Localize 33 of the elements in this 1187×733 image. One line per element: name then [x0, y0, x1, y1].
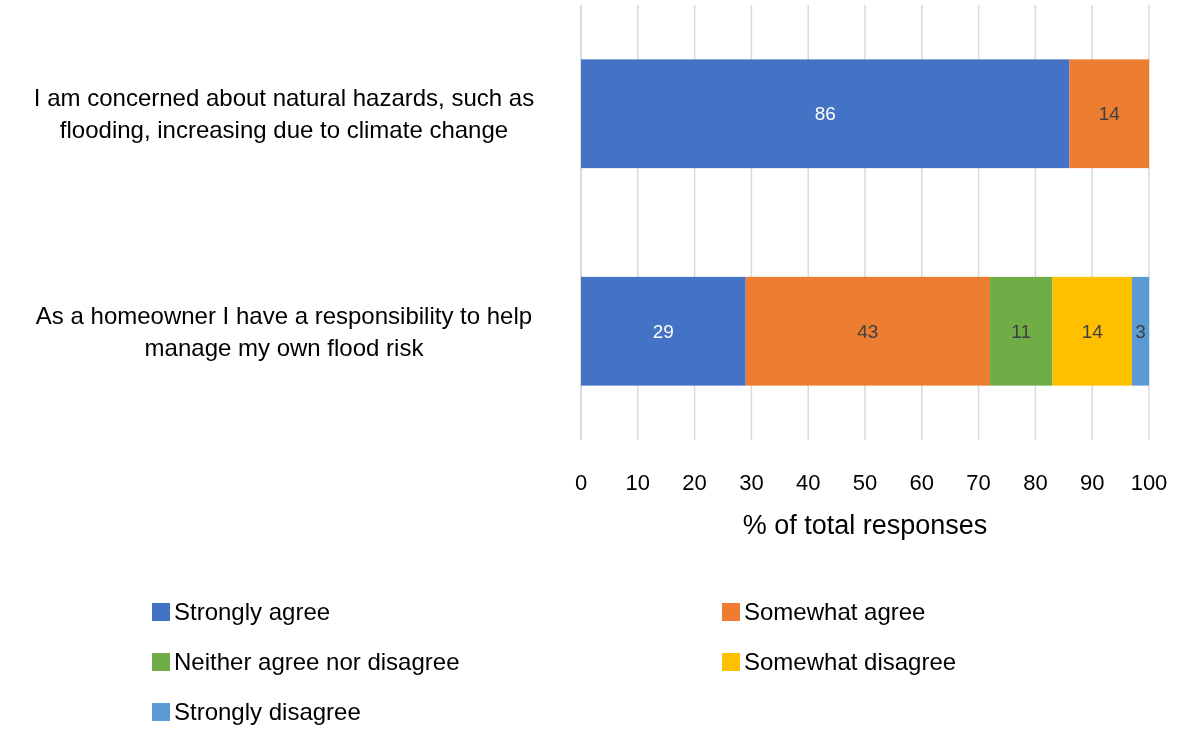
x-tick-label: 100: [1130, 470, 1168, 495]
bar: [1052, 276, 1132, 386]
x-tick-label: 80: [1023, 470, 1048, 495]
x-tick-label: 30: [739, 470, 764, 495]
x-tick-label: 40: [795, 470, 821, 495]
data-label: 14: [1081, 320, 1104, 342]
bar: [989, 276, 1053, 386]
bar: [1069, 59, 1149, 169]
y-tick-label: I am concerned about natural hazards, such as flooding, increasing due to climate change: [33, 84, 535, 144]
data-label: 11: [1011, 320, 1032, 342]
bar: [581, 276, 746, 386]
y-tick-label: As a homeowner I have a responsibility to help manage my own flood risk: [35, 301, 533, 361]
data-label: 86: [814, 103, 836, 125]
data-label: 14: [1098, 103, 1121, 125]
x-tick-label: 60: [909, 470, 935, 495]
data-label: 29: [652, 320, 674, 342]
bar: [581, 59, 1070, 169]
x-tick-label: 70: [966, 470, 991, 495]
x-tick-label: 90: [1079, 470, 1105, 495]
legend-label: Somewhat agree: [744, 598, 926, 626]
bar: [1131, 276, 1149, 386]
data-label: 43: [857, 320, 879, 342]
x-tick-label: 20: [682, 470, 707, 495]
data-label: 3: [1135, 320, 1146, 342]
x-tick-label: 10: [625, 470, 651, 495]
x-tick-label: 50: [852, 470, 878, 495]
legend-label: Neither agree nor disagree: [174, 648, 460, 676]
x-axis-title: % of total responses: [742, 510, 988, 540]
legend-label: Strongly disagree: [174, 698, 361, 726]
legend-label: Strongly agree: [174, 598, 331, 626]
bar: [745, 276, 990, 386]
legend-label: Somewhat disagree: [744, 648, 957, 676]
x-tick-label: 0: [574, 470, 588, 495]
